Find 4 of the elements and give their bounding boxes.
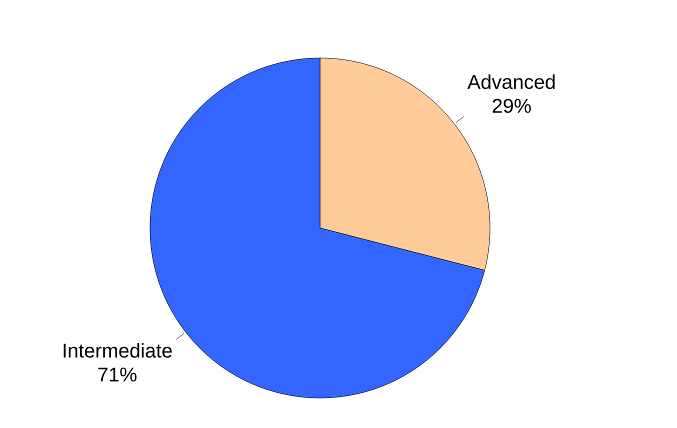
data-label: 71% (98, 368, 137, 382)
slice-label: Intermediate (64, 343, 172, 358)
slice-label: Advanced (467, 74, 555, 90)
data-label: 29% (492, 98, 531, 113)
